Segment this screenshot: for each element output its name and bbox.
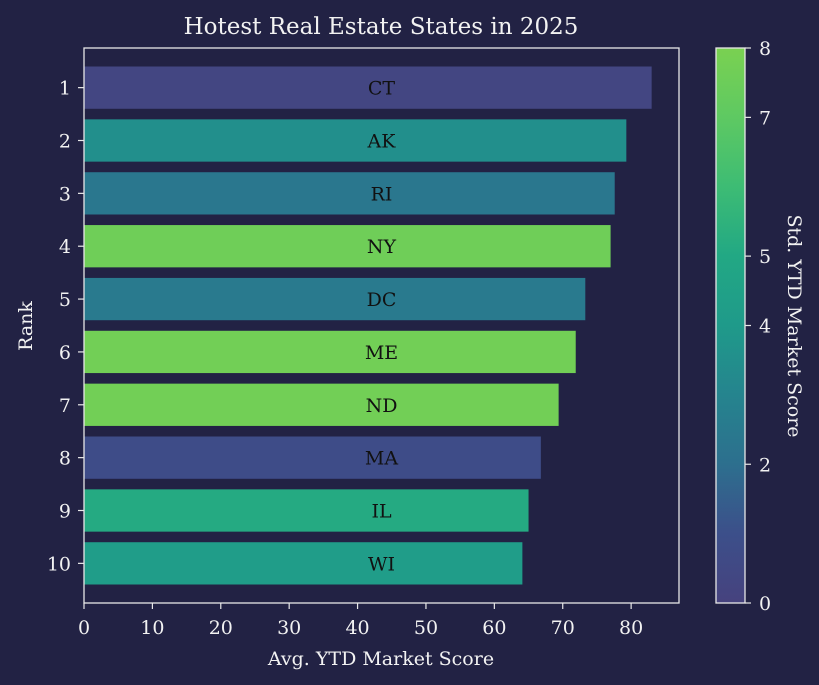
x-tick-label: 40 [345, 617, 369, 639]
bar-me [84, 330, 576, 374]
bar-ri [84, 172, 615, 215]
bar-nd [84, 383, 559, 426]
bar-ct [84, 66, 652, 109]
bar-label: DC [367, 289, 397, 311]
y-tick-label: 10 [47, 553, 71, 575]
bar-label: ME [365, 342, 398, 364]
bar-dc [84, 277, 586, 321]
y-tick-label: 4 [59, 236, 71, 258]
bar-ak [84, 119, 627, 162]
axes-group: 0 10 20 30 40 50 60 70 80 1 2 3 4 5 6 7 8 9 10 [47, 47, 680, 639]
y-tick-label: 9 [59, 501, 71, 523]
bar-label: AK [367, 131, 397, 153]
colorbar-tick-label: 8 [759, 38, 771, 60]
colorbar-tick-label: 4 [759, 316, 771, 338]
bar-label: WI [368, 553, 395, 575]
colorbar-gradient [715, 47, 746, 604]
y-tick-label: 8 [59, 448, 71, 470]
x-tick-label: 20 [209, 617, 233, 639]
colorbar-tick-label: 2 [759, 454, 771, 476]
x-tick-label: 50 [414, 617, 438, 639]
bar-label: RI [371, 183, 393, 205]
colorbar-tick-label: 0 [759, 593, 771, 615]
x-axis-label: Avg. YTD Market Score [267, 648, 494, 670]
colorbar-tick-label: 7 [759, 107, 771, 129]
bar-label: IL [371, 501, 392, 523]
x-tick-label: 0 [78, 617, 90, 639]
x-tick-label: 60 [482, 617, 506, 639]
y-tick-label: 2 [59, 131, 71, 153]
colorbar-tick-label: 5 [759, 246, 771, 268]
y-axis-label: Rank [15, 301, 37, 351]
x-tick-label: 30 [277, 617, 301, 639]
bar-ma [84, 436, 541, 479]
colorbar-label: Std. YTD Market Score [783, 214, 805, 437]
colorbar: 0 2 4 5 7 8 [715, 38, 771, 615]
y-tick-label: 5 [59, 289, 71, 311]
x-tick-label: 70 [551, 617, 575, 639]
y-tick-label: 7 [59, 395, 71, 417]
x-tick-label: 80 [619, 617, 643, 639]
y-tick-label: 3 [59, 183, 71, 205]
bar-label: MA [365, 448, 398, 470]
y-tick-label: 1 [59, 78, 71, 100]
x-tick-label: 10 [140, 617, 164, 639]
bar-label: CT [368, 78, 396, 100]
bar-label: ND [366, 395, 398, 417]
bar-il [84, 489, 529, 532]
y-tick-label: 6 [59, 342, 71, 364]
bar-wi [84, 542, 523, 585]
bar-ny [84, 225, 611, 268]
plot-frame [83, 47, 680, 604]
chart-title: Hotest Real Estate States in 2025 [184, 14, 579, 40]
bar-label: NY [367, 236, 397, 258]
bars-group: CT AK RI NY DC ME ND MA IL WI [84, 66, 652, 585]
